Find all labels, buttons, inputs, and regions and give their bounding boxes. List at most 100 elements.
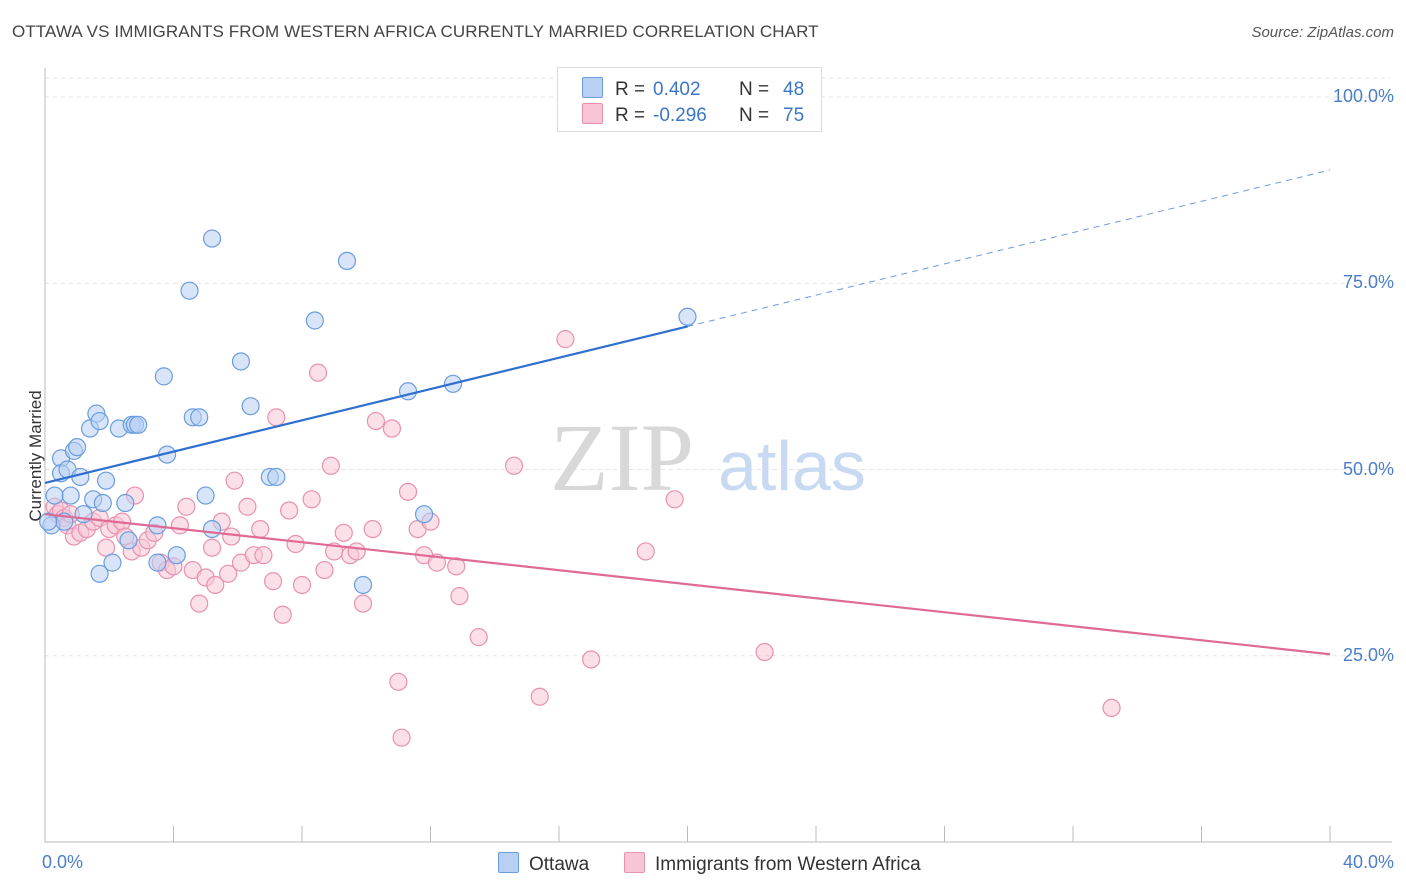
data-point-western-africa — [582, 650, 601, 669]
axes — [44, 68, 1392, 843]
data-point-western-africa — [292, 575, 312, 595]
bottom-legend-swatch-pink — [624, 852, 645, 873]
data-point-western-africa — [225, 471, 244, 490]
data-point-western-africa — [755, 642, 774, 662]
trend-line-ottawa-extension — [687, 169, 1331, 327]
legend-r-label: R = — [615, 79, 646, 100]
data-point-western-africa — [251, 519, 270, 539]
data-point-ottawa — [414, 505, 434, 524]
series-ottawa — [39, 229, 697, 595]
data-point-ottawa — [103, 553, 122, 572]
data-point-western-africa — [450, 587, 469, 606]
data-point-ottawa — [129, 415, 148, 434]
trend-lines — [44, 169, 1331, 656]
legend-r-value: 0.402 — [653, 79, 701, 100]
data-point-western-africa — [366, 411, 385, 431]
data-point-western-africa — [280, 501, 299, 520]
data-point-western-africa — [170, 516, 190, 535]
data-point-western-africa — [219, 564, 238, 583]
watermark-atlas: atlas — [718, 427, 866, 505]
data-point-western-africa — [389, 672, 408, 691]
data-point-western-africa — [382, 419, 402, 438]
data-point-ottawa — [231, 352, 251, 371]
data-point-ottawa — [90, 564, 109, 583]
source-label: Source: ZipAtlas.com — [1251, 24, 1394, 41]
y-tick-label: 75.0% — [1342, 272, 1394, 293]
data-point-western-africa — [636, 542, 655, 561]
data-point-ottawa — [96, 471, 116, 490]
data-point-western-africa — [504, 456, 524, 475]
data-point-western-africa — [286, 534, 305, 554]
data-point-western-africa — [447, 557, 466, 576]
data-point-western-africa — [177, 497, 196, 516]
y-tick-label: 100.0% — [1332, 86, 1394, 106]
bottom-legend-western-africa: Immigrants from Western Africa — [624, 852, 921, 876]
data-point-ottawa — [116, 493, 135, 513]
legend-swatch-blue — [582, 77, 603, 98]
data-point-ottawa — [337, 251, 357, 270]
data-point-ottawa — [61, 486, 80, 505]
data-point-western-africa — [302, 490, 321, 509]
y-tick-label: 25.0% — [1342, 644, 1394, 665]
bottom-legend-label: Immigrants from Western Africa — [655, 854, 921, 875]
data-point-ottawa — [202, 519, 222, 539]
data-point-ottawa — [71, 467, 90, 487]
data-point-ottawa — [678, 307, 697, 326]
bottom-legend-swatch-blue — [498, 852, 519, 873]
legend-row-western-africa: R = -0.296 N = 75 — [582, 103, 804, 127]
data-point-western-africa — [263, 572, 283, 591]
data-point-ottawa — [167, 546, 186, 565]
legend-n-value: 75 — [783, 105, 805, 126]
data-point-western-africa — [530, 687, 549, 706]
data-point-ottawa — [241, 397, 260, 416]
data-point-western-africa — [206, 575, 225, 595]
data-point-western-africa — [469, 628, 488, 647]
legend-r-value: -0.296 — [653, 105, 707, 126]
data-point-western-africa — [334, 523, 353, 542]
data-point-western-africa — [363, 519, 382, 539]
bottom-legend-ottawa: Ottawa — [498, 852, 589, 876]
data-point-ottawa — [180, 281, 199, 300]
data-point-ottawa — [45, 486, 64, 505]
legend-swatch-pink — [582, 103, 603, 124]
chart-title: OTTAWA VS IMMIGRANTS FROM WESTERN AFRICA… — [12, 22, 819, 41]
data-point-ottawa — [39, 512, 58, 531]
data-point-ottawa — [93, 493, 112, 513]
x-tick-min: 0.0% — [42, 852, 84, 872]
data-point-ottawa — [190, 408, 209, 427]
data-point-ottawa — [305, 311, 324, 330]
data-point-western-africa — [347, 542, 366, 561]
legend-r-label: R = — [615, 105, 646, 126]
bottom-legend-label: Ottawa — [529, 854, 590, 875]
trend-line-ottawa — [44, 325, 688, 484]
data-point-ottawa — [119, 531, 138, 550]
data-point-western-africa — [190, 594, 209, 613]
data-point-western-africa — [392, 728, 411, 747]
data-point-ottawa — [202, 229, 222, 248]
data-point-ottawa — [148, 553, 167, 572]
data-point-ottawa — [196, 486, 215, 505]
legend-row-ottawa: R = 0.402 N = 48 — [582, 77, 804, 101]
data-point-western-africa — [353, 594, 373, 613]
data-point-western-africa — [238, 497, 257, 516]
data-point-western-africa — [202, 538, 222, 557]
data-point-western-africa — [267, 408, 286, 427]
legend-n-value: 48 — [783, 79, 805, 100]
series-immigrants-western-africa — [45, 330, 1121, 747]
data-point-western-africa — [315, 560, 334, 580]
legend-n-label: N = — [739, 79, 770, 100]
y-tick-label: 50.0% — [1342, 458, 1394, 479]
data-point-western-africa — [222, 527, 241, 546]
data-point-western-africa — [398, 482, 418, 501]
data-point-ottawa — [398, 382, 418, 401]
data-point-western-africa — [1102, 698, 1121, 718]
data-point-ottawa — [154, 367, 173, 386]
data-point-ottawa — [68, 438, 87, 457]
data-point-western-africa — [556, 330, 575, 349]
data-point-western-africa — [321, 456, 341, 475]
trend-line-western-africa — [44, 513, 1331, 656]
x-tick-max: 40.0% — [1342, 852, 1394, 872]
data-point-western-africa — [254, 546, 273, 565]
legend-n-label: N = — [739, 105, 770, 126]
